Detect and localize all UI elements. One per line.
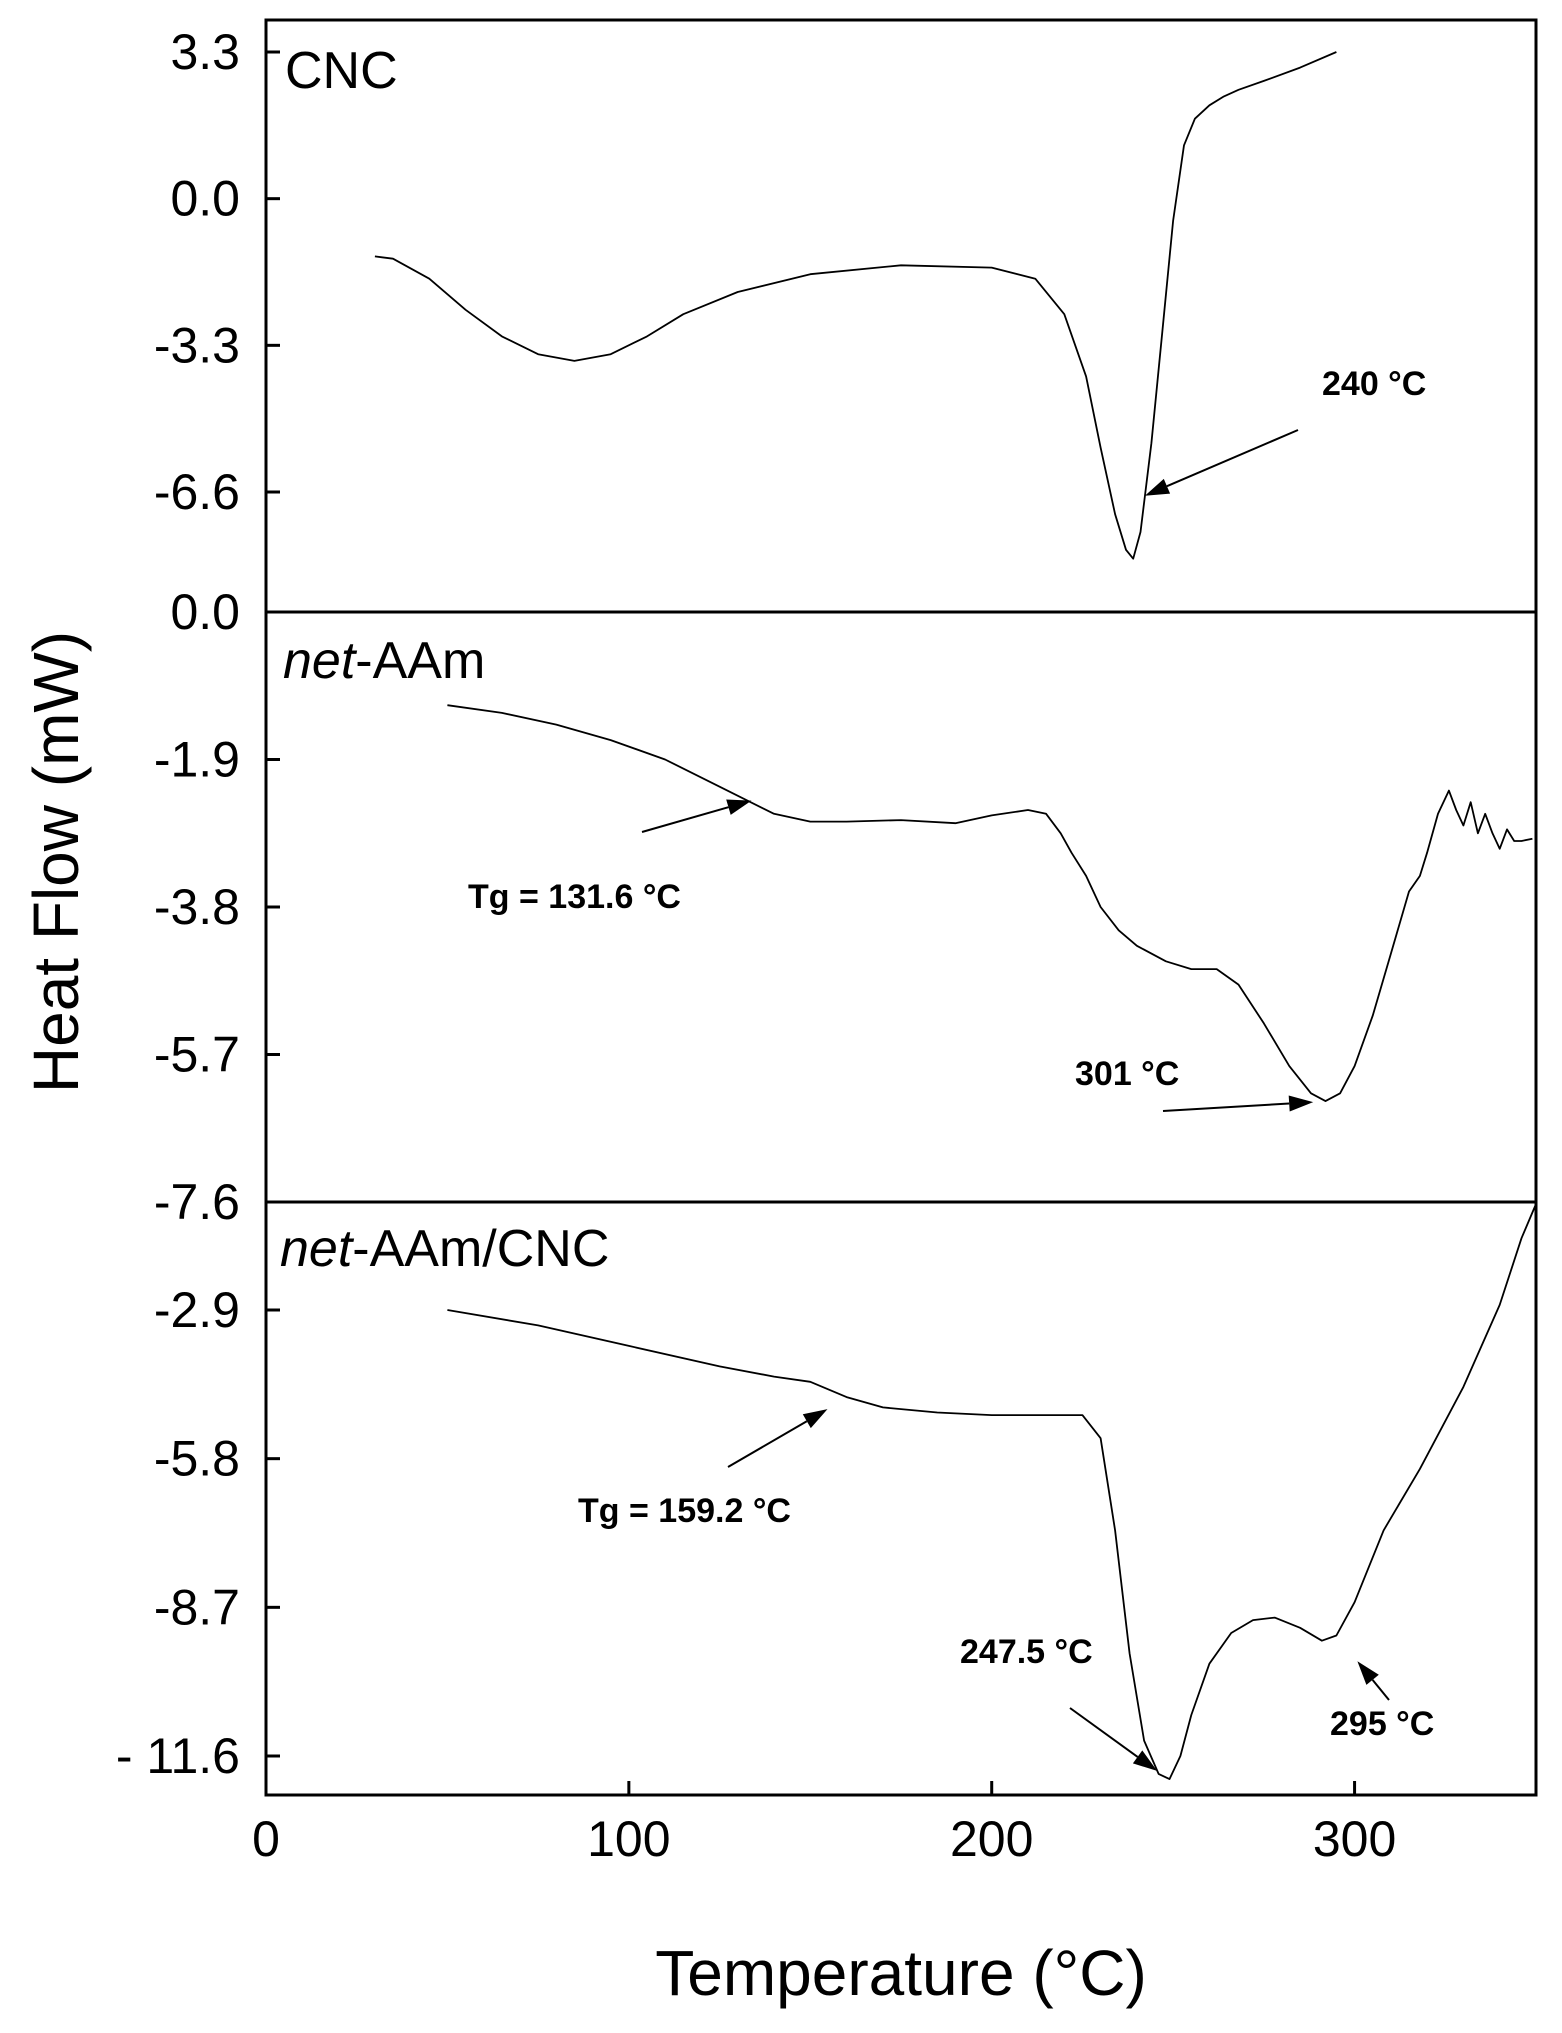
annotation-arrowhead: [802, 1409, 828, 1429]
annotation-label: 295 °C: [1330, 1705, 1434, 1743]
annotation-arrowhead: [1357, 1661, 1379, 1685]
annotation-label: 247.5 °C: [960, 1633, 1093, 1671]
annotation-arrow: [1371, 1679, 1390, 1701]
annotation-label: 301 °C: [1075, 1055, 1179, 1093]
x-tick-label: 0: [252, 1811, 280, 1867]
annotation-arrow: [1166, 429, 1299, 488]
y-tick-label: -6.6: [154, 464, 240, 520]
y-tick-label: -7.6: [154, 1174, 240, 1230]
y-tick-label: 0.0: [170, 171, 240, 227]
series-line-1: [447, 704, 1533, 1102]
y-tick-label: -1.9: [154, 732, 240, 788]
plot-frame: [264, 18, 1538, 1797]
annotation-arrow: [641, 806, 729, 833]
y-tick-label: -5.8: [154, 1431, 240, 1487]
x-tick-label: 200: [950, 1811, 1033, 1867]
x-tick-label: 300: [1313, 1811, 1396, 1867]
x-axis-title: Temperature (°C): [655, 1937, 1147, 2009]
panel-label-net-aam-cnc: net-AAm/CNC: [280, 1220, 609, 1278]
annotation-arrowhead: [726, 799, 752, 815]
annotation-arrowhead: [1288, 1095, 1314, 1112]
y-axis-title: Heat Flow (mW): [20, 631, 92, 1093]
y-tick-label: -5.7: [154, 1027, 240, 1083]
panel-labels: CNC net-AAm net-AAm/CNC: [280, 42, 609, 1278]
annotations-layer: 240 °C Tg = 131.6 °C 301 °C Tg = 159.2 °C 24…: [468, 365, 1434, 1771]
annotation-label: Tg = 131.6 °C: [468, 878, 681, 916]
annotation-arrow: [727, 1420, 808, 1468]
annotation-label: Tg = 159.2 °C: [578, 1492, 791, 1530]
y-tick-label: -3.3: [154, 317, 240, 373]
series-line-2: [447, 1203, 1537, 1780]
y-tick-label: -3.8: [154, 879, 240, 935]
curves-layer: [374, 51, 1537, 1780]
panel-label-net-aam: net-AAm: [283, 632, 485, 690]
annotation-arrow: [1069, 1707, 1139, 1758]
y-tick-label: -8.7: [154, 1579, 240, 1635]
annotation-arrowhead: [1132, 1750, 1158, 1771]
annotation-arrow: [1162, 1102, 1290, 1112]
ticks-layer: 0 100 200 300 3.3 0.0 -3.3 -6.6 0.0 -1.9 -3.8 -5.7 -…: [116, 24, 1396, 1867]
x-tick-label: 100: [587, 1811, 670, 1867]
annotation-label: 240 °C: [1322, 365, 1426, 403]
y-tick-label: 3.3: [170, 24, 240, 80]
y-tick-label: -2.9: [154, 1282, 240, 1338]
annotation-arrowhead: [1144, 478, 1171, 496]
y-tick-label: - 11.6: [116, 1728, 240, 1784]
series-line-0: [374, 51, 1337, 560]
panel-label-cnc: CNC: [285, 42, 398, 100]
y-tick-label: 0.0: [170, 584, 240, 640]
